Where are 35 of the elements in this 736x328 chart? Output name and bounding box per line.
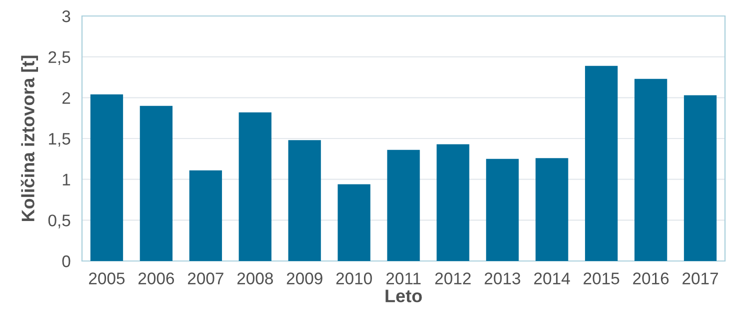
bar (140, 106, 173, 261)
x-tick-label: 2008 (237, 272, 273, 284)
x-tick-label: 2016 (633, 272, 669, 284)
bar (536, 158, 568, 261)
bar (684, 95, 717, 261)
x-tick-label: 2017 (682, 272, 718, 284)
y-tick-label: 3 (62, 10, 70, 22)
bar (90, 94, 124, 261)
x-tick-label: 2015 (584, 272, 620, 284)
y-tick-label: 2,5 (48, 51, 70, 66)
y-tick-label: 0 (62, 255, 70, 268)
y-axis-title: Količina iztovora [t] (20, 56, 38, 222)
y-tick-label: 0,5 (48, 214, 70, 228)
x-tick-label: 2007 (188, 272, 224, 284)
x-tick-label: 2009 (286, 272, 322, 284)
x-tick-label: 2011 (386, 272, 421, 284)
x-tick-label: 2012 (435, 272, 471, 284)
x-tick-label: 2014 (534, 272, 570, 284)
bar (338, 184, 370, 261)
x-tick-label: 2005 (89, 272, 125, 284)
x-tick-label: 2013 (484, 272, 520, 284)
bar (486, 158, 519, 261)
x-tick-label: 2006 (138, 272, 174, 284)
x-tick-label: 2010 (336, 272, 372, 284)
bar (387, 150, 420, 261)
y-tick-label: 2 (62, 92, 70, 104)
bar (634, 78, 668, 261)
bar (436, 144, 470, 261)
x-axis-title: Leto (386, 290, 422, 302)
bar (288, 140, 321, 261)
bar (585, 66, 618, 261)
y-tick-label: 1,5 (48, 133, 70, 147)
bar (238, 112, 272, 261)
y-tick-label: 1 (62, 174, 70, 186)
bar (189, 170, 222, 261)
